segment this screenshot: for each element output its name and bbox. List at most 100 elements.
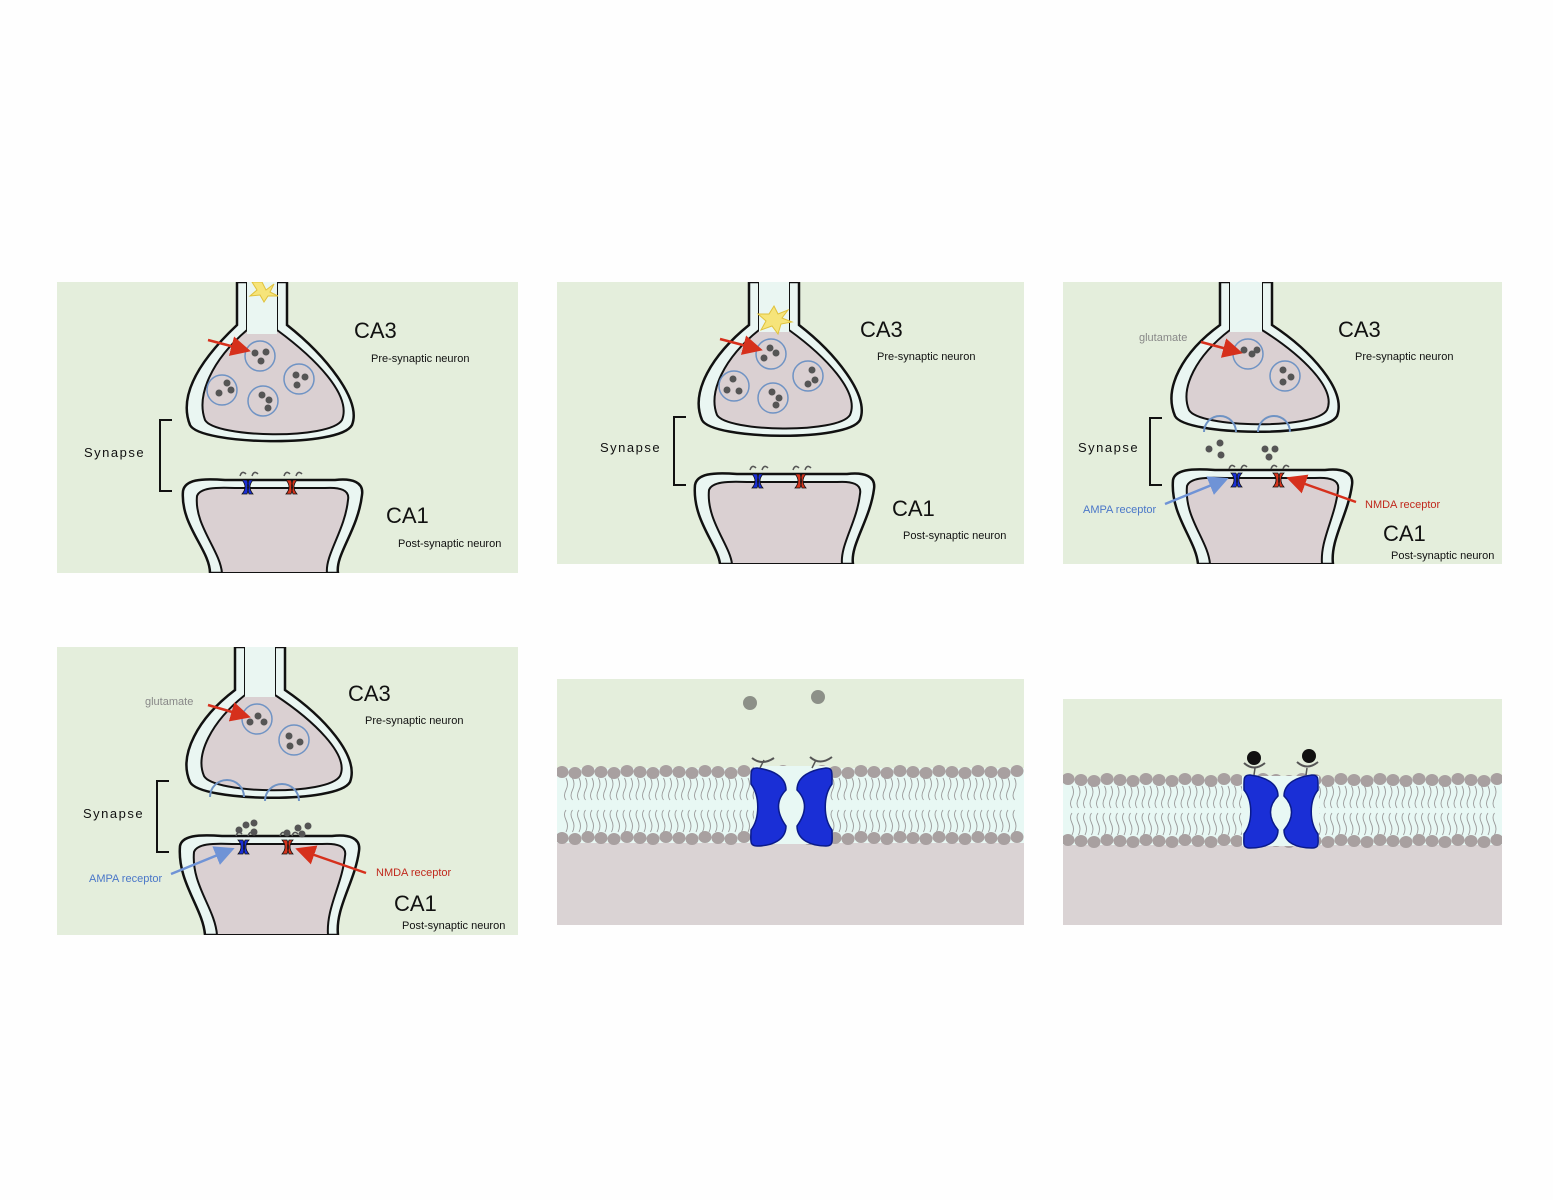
lipid-head (971, 765, 985, 777)
lipid-tail (1447, 785, 1451, 836)
lipid-head (984, 832, 998, 844)
nmda-label: NMDA receptor (1365, 499, 1441, 511)
lipid-tail (1369, 785, 1373, 836)
lipid-tail (648, 777, 653, 833)
lipid-tail (908, 777, 913, 833)
lipid-tail (733, 777, 737, 833)
lipid-head (1010, 765, 1024, 777)
lipid-tail (921, 777, 926, 833)
lipid-tail (583, 777, 588, 833)
ca1-label: CA1 (386, 503, 429, 528)
lipid-head (737, 831, 751, 843)
lipid-head (1074, 835, 1088, 847)
lipid-head (854, 831, 868, 843)
lipid-head (1204, 775, 1218, 787)
postsynaptic-label: Post-synaptic neuron (1391, 550, 1494, 562)
lipid-tail (687, 777, 692, 833)
glutamate-arrow (1200, 338, 1243, 358)
lipid-tail (1408, 785, 1412, 836)
glutamate-label: glutamate (1139, 332, 1187, 344)
ca1-label: CA1 (394, 891, 437, 916)
fused-vesicle (209, 779, 245, 798)
lipid-tail (1421, 785, 1425, 836)
lipid-tail (1388, 785, 1393, 836)
receptor-channel (750, 756, 833, 847)
panel-2: Synapse CA3 Pre-synaptic neuron CA1 Post… (557, 282, 1024, 564)
lipid-head (557, 766, 569, 778)
lipid-tail (902, 777, 906, 833)
lipid-head (1412, 773, 1426, 785)
postsynaptic-label: Post-synaptic neuron (398, 538, 501, 550)
nmda-label: NMDA receptor (376, 867, 452, 879)
lipid-head (867, 832, 881, 844)
lipid-tail (928, 777, 932, 833)
lipid-tail (713, 777, 718, 833)
lipid-head (1113, 835, 1127, 847)
lipid-head (1087, 836, 1101, 848)
lipid-head (1100, 773, 1114, 785)
lipid-tail (577, 777, 581, 833)
lipid-head (646, 767, 660, 779)
lipid-tail (1440, 785, 1445, 836)
lipid-tail (642, 777, 646, 833)
vesicle (718, 370, 750, 402)
ca3-label: CA3 (354, 318, 397, 343)
lipid-tail (954, 777, 958, 833)
lipid-tail (1154, 785, 1159, 836)
nmda-arrow (1286, 474, 1357, 504)
ca3-label: CA3 (348, 681, 391, 706)
fused-vesicle (1257, 415, 1291, 433)
lipid-tail (655, 777, 659, 833)
lipid-tail (668, 777, 672, 833)
panel-1: Synapse CA3 Pre-synaptic neuron CA1 Post… (57, 282, 518, 573)
lipid-tail (1395, 785, 1399, 836)
lipid-head (945, 766, 959, 778)
released-glutamate (1205, 439, 1279, 461)
vesicle (283, 363, 315, 395)
lipid-head (724, 833, 738, 845)
lipid-head (919, 767, 933, 779)
action-potential-spark (248, 282, 279, 303)
lipid-head (867, 766, 881, 778)
lipid-head (1477, 775, 1491, 787)
synapse-bracket (156, 780, 169, 853)
vesicle (792, 360, 824, 392)
lipid-tail (603, 777, 607, 833)
lipid-head (672, 766, 686, 778)
lipid-head (1139, 834, 1153, 846)
vesicle (241, 703, 273, 735)
lipid-head (1399, 836, 1413, 848)
lipid-tail (570, 777, 575, 833)
lipid-head (594, 766, 608, 778)
ampa-receptor (235, 831, 255, 855)
cytoplasm (1063, 845, 1502, 925)
lipid-head (932, 765, 946, 777)
lipid-tail (1083, 785, 1087, 836)
ampa-receptor (1228, 464, 1248, 488)
lipid-tail (1349, 785, 1354, 836)
lipid-head (1152, 774, 1166, 786)
lipid-tail (726, 777, 731, 833)
lipid-tail (1460, 785, 1464, 836)
lipid-tail (1187, 785, 1191, 836)
ca3-label: CA3 (860, 317, 903, 342)
synapse-bracket (159, 419, 172, 492)
lipid-tail (1343, 785, 1347, 836)
ampa-receptor (239, 471, 259, 495)
ca1-label: CA1 (1383, 521, 1426, 546)
lipid-tail (960, 777, 965, 833)
synapse-bracket (673, 416, 686, 486)
vesicle (755, 338, 787, 370)
synapse-label: Synapse (1078, 440, 1139, 455)
vesicle (1269, 360, 1301, 392)
lipid-head (1165, 775, 1179, 787)
lipid-head (620, 831, 634, 843)
lipid-head (1113, 774, 1127, 786)
lipid-head (971, 831, 985, 843)
ampa-receptor (749, 465, 769, 489)
lipid-tail (1141, 785, 1146, 836)
lipid-tail (934, 777, 939, 833)
lipid-head (1321, 775, 1335, 787)
receptor-channel (1243, 761, 1319, 849)
lipid-tail (1330, 785, 1334, 836)
